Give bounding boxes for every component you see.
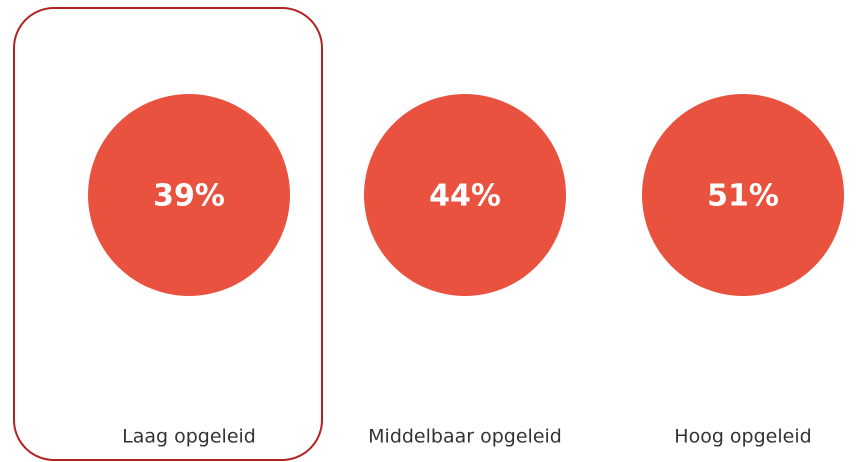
category-label: Middelbaar opgeleid bbox=[368, 426, 562, 448]
category-label: Hoog opgeleid bbox=[674, 426, 811, 448]
value-label: 51% bbox=[707, 179, 779, 214]
value-label: 44% bbox=[429, 179, 501, 214]
value-label: 39% bbox=[153, 179, 225, 214]
category-label: Laag opgeleid bbox=[122, 426, 256, 448]
selection-highlight bbox=[13, 7, 323, 461]
dot bbox=[88, 94, 290, 296]
dot bbox=[642, 94, 844, 296]
dot bbox=[364, 94, 566, 296]
